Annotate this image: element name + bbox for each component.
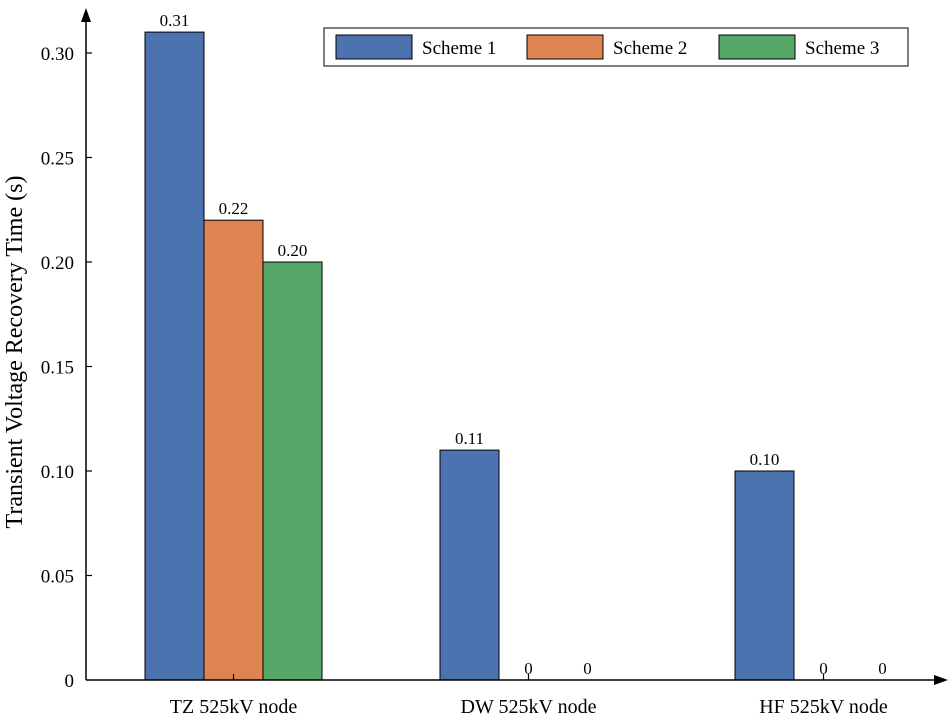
data-label: 0.20 xyxy=(278,241,308,260)
data-label: 0.22 xyxy=(219,199,249,218)
legend-box xyxy=(323,27,909,67)
x-tick-label: TZ 525kV node xyxy=(170,696,298,718)
data-label: 0.11 xyxy=(455,429,484,448)
bar xyxy=(144,31,205,681)
x-axis-arrow xyxy=(934,675,948,685)
data-label: 0.31 xyxy=(160,11,190,30)
legend: Scheme 1 Scheme 2 Scheme 3 xyxy=(323,27,909,67)
y-tick-label: 0 xyxy=(65,671,75,692)
data-label: 0.10 xyxy=(750,450,780,469)
y-tick-label: 0.25 xyxy=(41,149,74,170)
data-label: 0 xyxy=(524,659,533,678)
y-tick-label: 0.15 xyxy=(41,358,74,379)
legend-swatch xyxy=(718,34,796,60)
legend-label: Scheme 2 xyxy=(613,38,687,59)
x-ticks: TZ 525kV node DW 525kV node HF 525kV node xyxy=(170,674,888,718)
legend-label: Scheme 1 xyxy=(422,38,496,59)
axes-layer xyxy=(81,8,948,685)
y-tick-label: 0.05 xyxy=(41,567,74,588)
bar xyxy=(262,261,323,681)
x-tick-label: DW 525kV node xyxy=(461,696,597,718)
bars-layer xyxy=(144,31,795,681)
legend-swatch xyxy=(335,34,413,60)
data-label: 0 xyxy=(819,659,828,678)
y-axis-arrow xyxy=(81,8,91,22)
data-label: 0 xyxy=(583,659,592,678)
bar xyxy=(734,470,795,681)
data-labels: 0.31 0.11 0.10 0.22 0 0 0.20 0 0 xyxy=(160,11,887,678)
y-axis-title: Transient Voltage Recovery Time (s) xyxy=(2,176,28,529)
bar xyxy=(439,449,500,681)
y-tick-label: 0.20 xyxy=(41,253,74,274)
y-ticks: 0 0.05 0.10 0.15 0.20 0.25 0.30 xyxy=(41,44,92,692)
y-tick-label: 0.10 xyxy=(41,462,74,483)
legend-label: Scheme 3 xyxy=(805,38,879,59)
data-label: 0 xyxy=(878,659,887,678)
legend-swatch xyxy=(526,34,604,60)
y-tick-label: 0.30 xyxy=(41,44,74,65)
x-tick-label: HF 525kV node xyxy=(759,696,888,718)
bar xyxy=(203,219,264,681)
